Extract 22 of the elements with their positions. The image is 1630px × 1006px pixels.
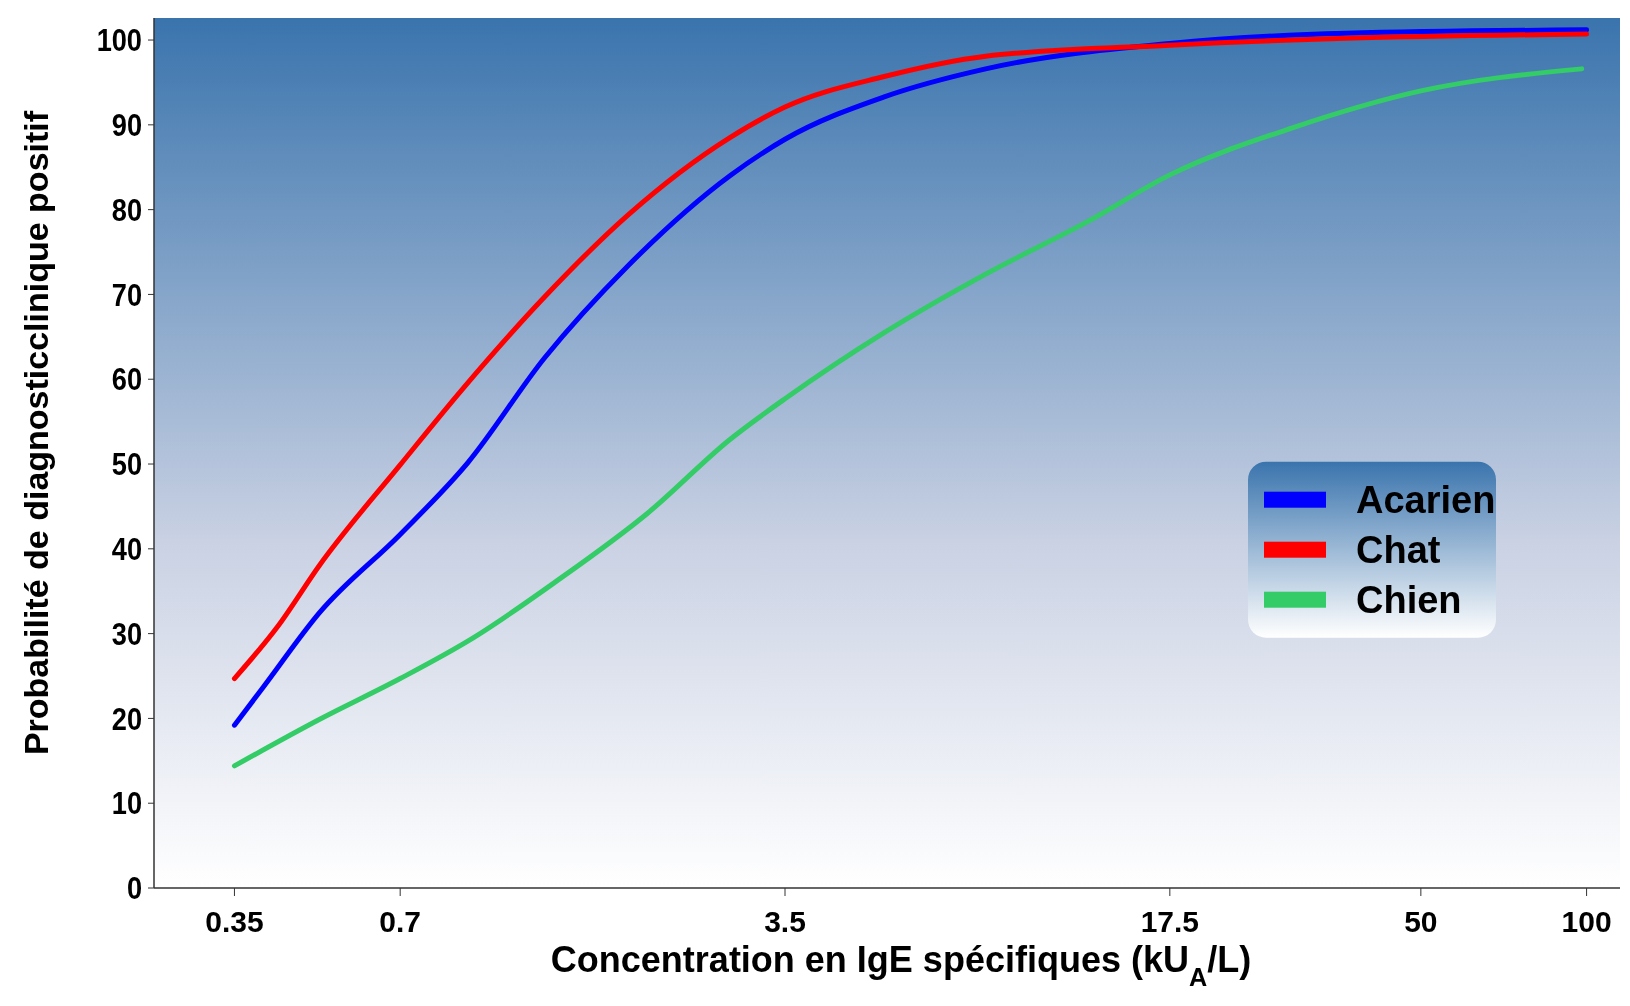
y-tick-label: 80 <box>111 191 142 228</box>
y-tick-label: 50 <box>111 446 142 482</box>
y-tick-label: 20 <box>111 700 142 737</box>
legend-label: Acarien <box>1356 479 1496 521</box>
y-tick-label: 90 <box>111 106 142 143</box>
y-tick-label: 10 <box>111 785 142 821</box>
legend-label: Chat <box>1356 529 1441 571</box>
y-tick-label: 100 <box>96 22 142 58</box>
y-axis-title: Probabilité de diagnosticclinique positif <box>17 110 55 756</box>
x-tick-label: 3.5 <box>764 905 806 938</box>
x-tick-label: 0.7 <box>379 905 422 938</box>
x-tick-label: 50 <box>1404 905 1438 938</box>
x-axis-title: Concentration en IgE spécifiques (kU$_{A}$/L) <box>550 939 1252 991</box>
x-tick-label: 100 <box>1561 905 1612 938</box>
x-tick-label: 0.35 <box>205 905 264 938</box>
legend-label: Chien <box>1356 579 1462 621</box>
y-tick-label: 30 <box>111 615 142 652</box>
x-tick-label: 17.5 <box>1140 905 1200 938</box>
y-tick-label: 60 <box>111 361 142 397</box>
y-tick-label: 40 <box>111 530 142 567</box>
y-tick-label: 70 <box>111 276 142 313</box>
y-tick-label: 0 <box>126 870 142 906</box>
